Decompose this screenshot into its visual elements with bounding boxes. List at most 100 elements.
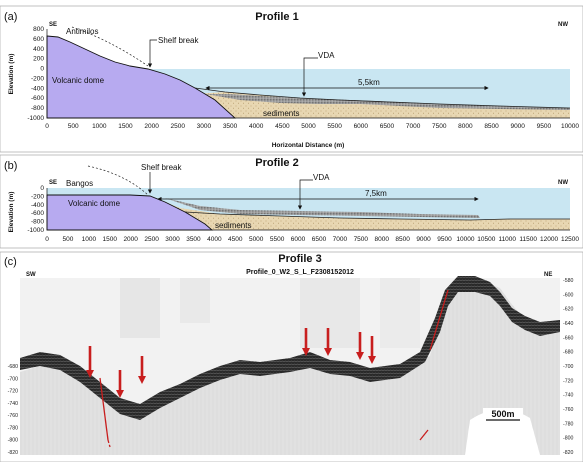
- x-tick-label: 1500: [118, 123, 133, 130]
- trace-block: [380, 278, 420, 348]
- fault-line-right-ext: [419, 429, 429, 441]
- trace-block: [300, 278, 360, 348]
- dotted-profile: [71, 26, 149, 67]
- vda-deposit-b: [165, 198, 480, 218]
- volcanic-dome: [46, 35, 237, 119]
- y-tick-label-left: -700: [8, 376, 18, 382]
- x-tick-label: 9000: [510, 123, 525, 130]
- y-tick-label: 600: [33, 36, 44, 43]
- x-tick-label: 500: [68, 123, 79, 130]
- y-tick-label-left: -820: [8, 450, 18, 456]
- x-tick-label: 7000: [333, 236, 348, 243]
- vda-arrow: [301, 57, 318, 97]
- dome-label-b: Volcanic dome: [68, 199, 121, 208]
- y-tick-label-right: -640: [563, 321, 573, 327]
- y-tick-label: -1000: [27, 227, 44, 234]
- x-tick-label: 11000: [498, 236, 516, 243]
- shelf-break-arrow: [147, 39, 157, 68]
- y-tick-label: 400: [33, 46, 44, 53]
- vda-label: VDA: [318, 51, 335, 60]
- distance-label: 5,5km: [358, 78, 380, 87]
- x-tick-label: 3500: [186, 236, 201, 243]
- x-tick-label: 4500: [275, 123, 290, 130]
- x-tick-label: 2500: [144, 236, 159, 243]
- x-tick-label: 6500: [312, 236, 327, 243]
- y-tick-labels-b: 0-200 -400-600 -800-1000: [27, 185, 44, 234]
- x-tick-label: 8000: [458, 123, 473, 130]
- red-arrow-icon: [86, 370, 94, 378]
- nw-label-b: NW: [558, 180, 568, 186]
- y-tick-label-right: -620: [563, 307, 573, 313]
- dome-label: Volcanic dome: [52, 76, 105, 85]
- x-tick-label: 7000: [406, 123, 421, 130]
- x-tick-label: 7500: [432, 123, 447, 130]
- x-tick-label: 12500: [561, 236, 579, 243]
- y-tick-labels: 800 600 400 200 0 -200 -400 -600 -800 -1000: [27, 26, 44, 122]
- y-tick-label: -200: [31, 193, 44, 200]
- panel-c-letter: (c): [4, 256, 17, 268]
- x-tick-label: 3000: [197, 123, 212, 130]
- x-tick-label: 5000: [249, 236, 264, 243]
- x-tick-label: 3500: [223, 123, 238, 130]
- y-tick-label-left: -760: [8, 413, 18, 419]
- dotted-profile-b: [87, 165, 149, 196]
- panel-b-frame: [0, 154, 583, 249]
- sediments-label-b: sediments: [215, 221, 251, 230]
- panel-a-frame: [0, 5, 583, 153]
- y-tick-labels-left: -680 -700 -720 -740 -760 -780 -800 -820: [8, 364, 18, 456]
- y-tick-label-right: -760: [563, 407, 573, 413]
- panel-a-title: Profile 1: [255, 11, 298, 23]
- x-tick-label: 4500: [228, 236, 243, 243]
- y-tick-label-left: -740: [8, 401, 18, 407]
- y-tick-label-right: -800: [563, 436, 573, 442]
- x-tick-label: 8500: [484, 123, 499, 130]
- seafloor-line: [194, 87, 571, 109]
- x-tick-label: 4000: [249, 123, 264, 130]
- fault-line-left-ext: [107, 439, 111, 448]
- x-tick-label: 10000: [456, 236, 474, 243]
- x-tick-label: 5500: [327, 123, 342, 130]
- x-tick-label: 10000: [561, 123, 579, 130]
- y-tick-label: 0: [40, 66, 44, 73]
- x-tick-label: 2000: [144, 123, 159, 130]
- x-tick-label: 0: [45, 123, 49, 130]
- panel-c-title: Profile 3: [278, 253, 321, 265]
- x-tick-label: 5500: [270, 236, 285, 243]
- shelf-break-label-b: Shelf break: [141, 163, 182, 172]
- y-tick-label-right: -740: [563, 393, 573, 399]
- y-tick-label-right: -780: [563, 421, 573, 427]
- y-tick-label-right: -680: [563, 350, 573, 356]
- vda-label-b: VDA: [313, 173, 330, 182]
- x-tick-label: 9500: [437, 236, 452, 243]
- antimilos-label: Antimilos: [66, 27, 98, 36]
- x-tick-labels: 0 500 1000 1500 2000 2500 3000 3500 4000 4500 5000…: [45, 123, 579, 130]
- y-tick-label: -800: [31, 105, 44, 112]
- y-tick-label-right: -580: [563, 278, 573, 284]
- trace-block: [180, 278, 210, 323]
- panel-b: (b) Profile 2 0-200-400-600-800-1000 0 50…: [0, 154, 583, 249]
- y-tick-label: 200: [33, 56, 44, 63]
- panel-a: (a) Profile 1 8006004002000-200-400-600-…: [0, 5, 583, 153]
- y-tick-label-right: -700: [563, 364, 573, 370]
- x-tick-label: 1500: [103, 236, 118, 243]
- red-arrow-icon: [356, 352, 364, 360]
- x-tick-label: 8500: [395, 236, 410, 243]
- y-tick-label: -200: [31, 75, 44, 82]
- x-tick-labels-b: 0 500 1000 1500 2000 2500 3000 3500 4000 4500 5000…: [45, 236, 579, 243]
- fault-line-right: [429, 289, 449, 351]
- y-tick-label-left: -780: [8, 425, 18, 431]
- red-arrow-icon: [302, 348, 310, 356]
- x-tick-label: 8000: [374, 236, 389, 243]
- x-tick-label: 6000: [354, 123, 369, 130]
- y-tick-label-left: -680: [8, 364, 18, 370]
- trace-block: [120, 278, 160, 338]
- x-tick-label: 1000: [82, 236, 97, 243]
- red-arrow-icon: [116, 390, 124, 398]
- y-tick-label-right: -660: [563, 335, 573, 341]
- red-arrow-icon: [368, 356, 376, 364]
- sediments-label: sediments: [263, 109, 299, 118]
- ne-label: NE: [544, 272, 552, 278]
- x-tick-label: 3000: [165, 236, 180, 243]
- x-tick-label: 2000: [123, 236, 138, 243]
